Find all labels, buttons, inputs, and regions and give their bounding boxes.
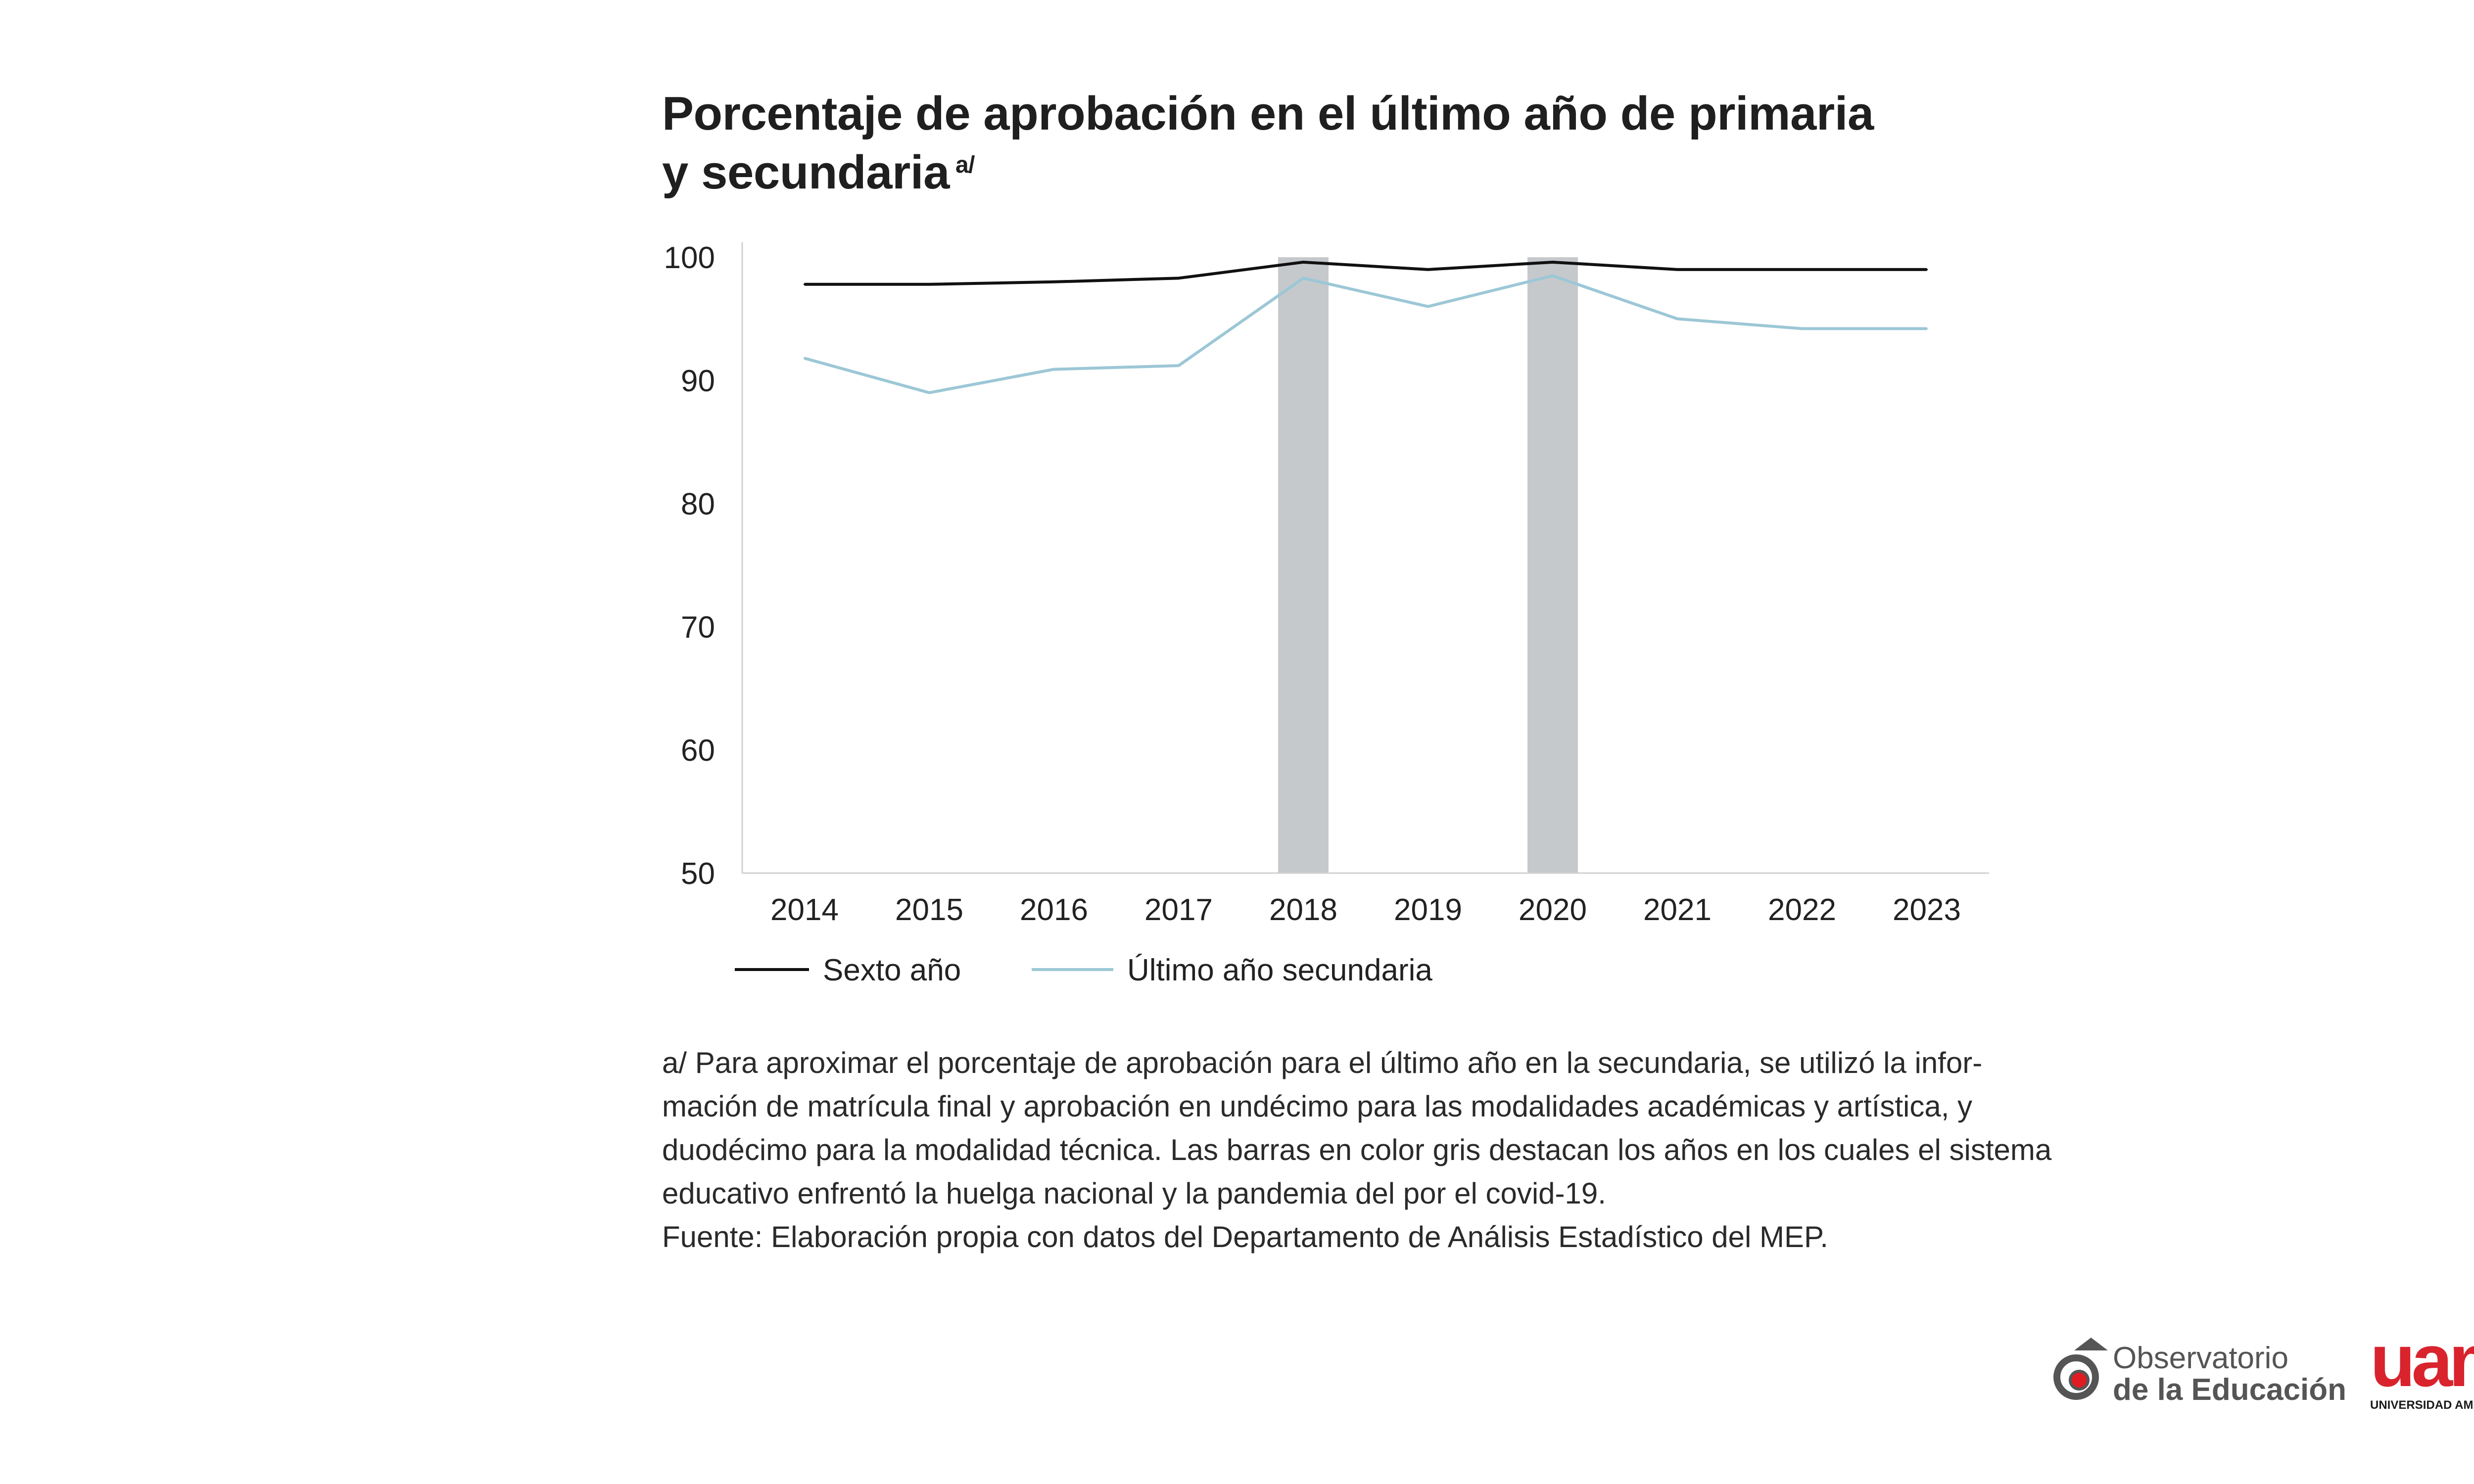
data-point-0-2015 bbox=[928, 283, 930, 285]
note-line-1: a/ Para aproximar el porcentaje de aprob… bbox=[662, 1046, 1983, 1079]
chart-title-line2: y secundaria a/ bbox=[662, 139, 2047, 198]
chart-legend: Sexto año Último año secundaria bbox=[735, 953, 1432, 987]
data-point-0-2016 bbox=[1053, 280, 1055, 283]
data-point-1-2015 bbox=[928, 391, 930, 394]
x-tick-label-2021: 2021 bbox=[1643, 893, 1712, 927]
data-point-0-2023 bbox=[1926, 268, 1928, 271]
chart-title: Porcentaje de aprobación en el último añ… bbox=[662, 88, 2047, 198]
observatorio-logo-line1: Observatorio bbox=[2113, 1341, 2288, 1375]
uam-logo-mark: uam bbox=[2370, 1319, 2474, 1402]
data-point-0-2022 bbox=[1801, 268, 1803, 271]
data-point-0-2021 bbox=[1676, 268, 1678, 271]
data-point-0-2017 bbox=[1178, 277, 1180, 279]
note-line-2: mación de matrícula final y aprobación e… bbox=[662, 1090, 1973, 1123]
chart-title-line2-text: y secundaria bbox=[662, 146, 950, 199]
data-point-0-2019 bbox=[1427, 268, 1429, 271]
x-tick-label-2018: 2018 bbox=[1269, 893, 1337, 927]
chart-series bbox=[804, 260, 1928, 394]
source-note: Fuente: Elaboración propia con datos del… bbox=[662, 1220, 1828, 1253]
x-tick-label-2017: 2017 bbox=[1144, 893, 1213, 927]
x-tick-label-2020: 2020 bbox=[1519, 893, 1587, 927]
chart-axes: 50 60 70 80 90 100 2014 2015 2016 2017 2018 2019 202… bbox=[664, 241, 1989, 927]
y-tick-label-100: 100 bbox=[664, 241, 715, 275]
data-point-1-2018 bbox=[1302, 277, 1304, 279]
data-point-1-2022 bbox=[1801, 327, 1803, 330]
highlight-bar-2018 bbox=[1278, 257, 1329, 873]
series-line-1 bbox=[804, 274, 1927, 394]
data-point-1-2023 bbox=[1926, 327, 1928, 330]
x-tick-label-2022: 2022 bbox=[1768, 893, 1836, 927]
chart-notes: a/ Para aproximar el porcentaje de aprob… bbox=[662, 1041, 2097, 1259]
series-line-0 bbox=[805, 260, 1927, 286]
y-tick-label-50: 50 bbox=[681, 857, 715, 891]
note-line-3: duodécimo para la modalidad técnica. Las… bbox=[662, 1133, 2052, 1166]
observatorio-logo: Observatorio de la Educación bbox=[2053, 1331, 2346, 1420]
data-point-1-2020 bbox=[1552, 275, 1554, 277]
highlight-bar-2020 bbox=[1527, 257, 1578, 873]
x-tick-label-2023: 2023 bbox=[1893, 893, 1961, 927]
note-line-4: educativo enfrentó la huelga nacional y … bbox=[662, 1177, 1606, 1210]
x-tick-label-2015: 2015 bbox=[895, 893, 963, 927]
chart-title-line1: Porcentaje de aprobación en el último añ… bbox=[662, 87, 1874, 140]
data-point-1-2016 bbox=[1053, 368, 1055, 371]
y-tick-label-90: 90 bbox=[681, 364, 715, 398]
data-point-1-2021 bbox=[1676, 318, 1678, 320]
data-point-0-2014 bbox=[804, 283, 806, 285]
data-point-0-2018 bbox=[1302, 261, 1304, 263]
legend-label-0: Sexto año bbox=[823, 953, 961, 987]
x-tick-label-2016: 2016 bbox=[1020, 893, 1088, 927]
legend-label-1: Último año secundaria bbox=[1127, 953, 1432, 987]
data-point-0-2020 bbox=[1552, 261, 1554, 263]
data-point-1-2014 bbox=[804, 357, 806, 360]
data-point-1-2019 bbox=[1427, 305, 1429, 308]
uam-logo-name: UNIVERSIDAD AMERICANA bbox=[2370, 1398, 2474, 1412]
y-tick-label-70: 70 bbox=[681, 610, 715, 645]
chart-title-superscript: a/ bbox=[955, 152, 975, 178]
data-point-1-2017 bbox=[1178, 365, 1180, 367]
x-tick-label-2014: 2014 bbox=[770, 893, 839, 927]
highlight-bars bbox=[1278, 257, 1578, 873]
y-tick-label-80: 80 bbox=[681, 487, 715, 521]
observatorio-logo-line2: de la Educación bbox=[2113, 1373, 2347, 1407]
uam-logo: uam UNIVERSIDAD AMERICANA bbox=[2370, 1323, 2474, 1422]
y-tick-label-60: 60 bbox=[681, 734, 715, 768]
graduation-cap-icon bbox=[2074, 1338, 2108, 1350]
x-tick-label-2019: 2019 bbox=[1394, 893, 1462, 927]
eye-icon bbox=[2053, 1354, 2099, 1400]
